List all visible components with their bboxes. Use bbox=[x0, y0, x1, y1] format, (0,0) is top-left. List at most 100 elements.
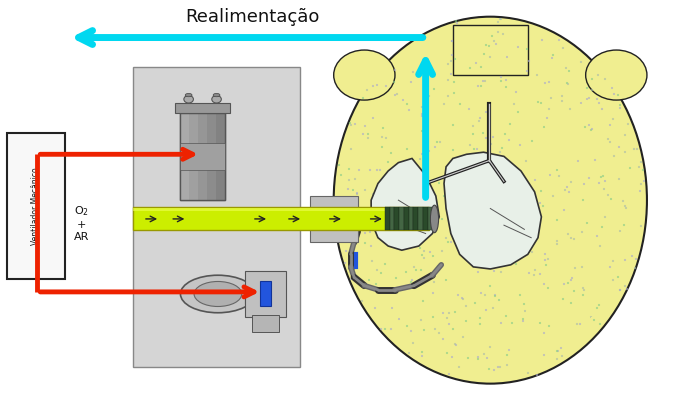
Point bbox=[633, 164, 644, 171]
Point bbox=[452, 292, 463, 299]
Point bbox=[418, 248, 429, 255]
Point bbox=[370, 305, 381, 311]
Point bbox=[473, 118, 484, 125]
Point bbox=[438, 310, 449, 317]
Point bbox=[496, 225, 507, 231]
Point bbox=[385, 196, 396, 202]
Point bbox=[504, 347, 515, 354]
Point bbox=[427, 314, 438, 321]
Point bbox=[468, 146, 479, 152]
Bar bbox=[252, 315, 279, 332]
Point bbox=[634, 188, 645, 194]
Ellipse shape bbox=[334, 17, 647, 384]
Point bbox=[592, 305, 603, 311]
Point bbox=[607, 258, 618, 265]
Bar bbox=[207, 113, 216, 200]
Bar bbox=[180, 113, 189, 200]
Point bbox=[417, 298, 428, 304]
Point bbox=[588, 317, 599, 323]
Point bbox=[631, 145, 642, 152]
Point bbox=[582, 85, 593, 91]
Point bbox=[417, 251, 428, 258]
Point bbox=[451, 18, 462, 25]
Point bbox=[578, 286, 589, 293]
Point bbox=[539, 124, 550, 131]
Point bbox=[438, 335, 449, 342]
Point bbox=[488, 134, 498, 141]
Point bbox=[484, 183, 494, 190]
Point bbox=[424, 93, 434, 100]
Point bbox=[434, 330, 445, 337]
Point bbox=[558, 281, 569, 288]
Point bbox=[440, 276, 451, 283]
Point bbox=[508, 173, 519, 180]
Point bbox=[337, 224, 348, 231]
Point bbox=[416, 128, 427, 134]
Point bbox=[429, 279, 440, 285]
Point bbox=[473, 83, 484, 89]
Point bbox=[466, 217, 477, 224]
Point bbox=[390, 66, 400, 73]
Point bbox=[619, 131, 630, 138]
Point bbox=[433, 180, 444, 186]
Point bbox=[548, 51, 558, 58]
Point bbox=[386, 304, 397, 311]
Point bbox=[502, 54, 513, 61]
Point bbox=[522, 241, 533, 247]
Point bbox=[515, 142, 526, 148]
Point bbox=[360, 239, 371, 246]
Point bbox=[404, 350, 415, 357]
Point bbox=[444, 321, 455, 328]
Point bbox=[405, 211, 415, 218]
Point bbox=[614, 228, 625, 235]
Point bbox=[563, 280, 573, 286]
Point bbox=[566, 234, 577, 241]
Ellipse shape bbox=[194, 281, 242, 306]
Point bbox=[408, 222, 419, 229]
Point bbox=[375, 221, 386, 227]
Point bbox=[409, 264, 419, 270]
Point bbox=[544, 106, 555, 112]
Point bbox=[571, 321, 582, 327]
Point bbox=[547, 55, 558, 61]
Point bbox=[442, 167, 453, 174]
Point bbox=[620, 149, 631, 156]
Point bbox=[560, 65, 571, 72]
Point bbox=[447, 168, 458, 174]
Point bbox=[443, 77, 454, 83]
Point bbox=[477, 264, 488, 271]
Point bbox=[481, 41, 492, 48]
Point bbox=[436, 216, 447, 223]
Point bbox=[368, 191, 379, 197]
Point bbox=[543, 322, 554, 329]
Point bbox=[363, 135, 374, 142]
Bar bbox=[404, 208, 409, 230]
Point bbox=[360, 123, 370, 129]
Point bbox=[552, 241, 563, 247]
Bar bbox=[428, 208, 432, 230]
Point bbox=[437, 248, 447, 254]
Point bbox=[481, 135, 492, 141]
Point bbox=[468, 122, 479, 129]
Ellipse shape bbox=[212, 95, 221, 103]
Point bbox=[498, 254, 509, 261]
Point bbox=[471, 59, 481, 66]
Point bbox=[580, 123, 590, 130]
Point bbox=[530, 231, 541, 238]
Ellipse shape bbox=[586, 50, 647, 100]
Point bbox=[520, 189, 531, 196]
Point bbox=[400, 269, 411, 275]
Point bbox=[496, 145, 507, 152]
Point bbox=[638, 178, 649, 184]
Point bbox=[599, 75, 610, 82]
Point bbox=[605, 196, 616, 202]
Point bbox=[587, 87, 598, 93]
Point bbox=[343, 186, 353, 192]
Point bbox=[375, 270, 386, 276]
Point bbox=[531, 372, 542, 378]
Point bbox=[378, 125, 389, 131]
Point bbox=[563, 188, 574, 195]
Point bbox=[358, 94, 368, 101]
Point bbox=[460, 303, 471, 309]
Bar bbox=[216, 113, 225, 200]
